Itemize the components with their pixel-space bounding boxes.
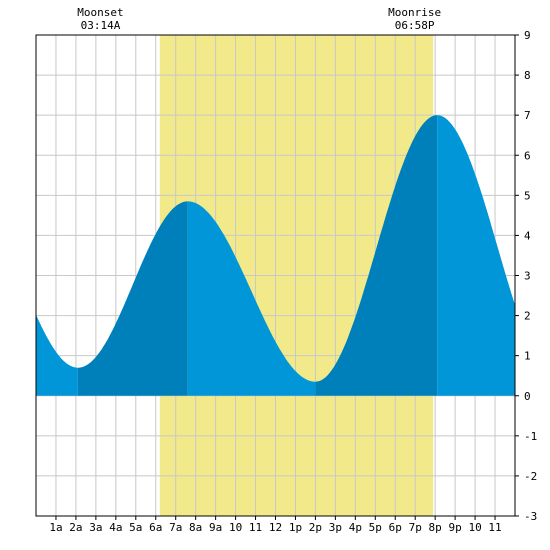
x-tick-label: 3p xyxy=(329,521,342,534)
x-tick-label: 6a xyxy=(149,521,162,534)
moonset-time: 03:14A xyxy=(81,19,121,32)
y-tick-label: -1 xyxy=(524,430,537,443)
y-tick-label: -2 xyxy=(524,470,537,483)
moonrise-label: Moonrise xyxy=(388,6,441,19)
falling-tide-segment xyxy=(437,115,515,396)
falling-tide-segment xyxy=(187,201,316,396)
x-tick-label: 4p xyxy=(349,521,362,534)
falling-tide-segment xyxy=(36,314,78,396)
y-tick-label: 3 xyxy=(524,270,531,283)
y-tick-label: 1 xyxy=(524,350,531,363)
y-tick-label: 7 xyxy=(524,109,531,122)
x-tick-label: 3a xyxy=(89,521,102,534)
x-tick-label: 10 xyxy=(229,521,242,534)
x-tick-label: 4a xyxy=(109,521,122,534)
y-tick-label: 9 xyxy=(524,29,531,42)
x-tick-label: 7a xyxy=(169,521,182,534)
x-tick-label: 2p xyxy=(309,521,322,534)
y-tick-label: 0 xyxy=(524,390,531,403)
x-tick-label: 9a xyxy=(209,521,222,534)
rising-tide-segment xyxy=(77,201,188,396)
y-axis: -3 -2 -1 0 1 2 3 4 5 6 7 8 9 xyxy=(515,29,537,523)
moonset-label: Moonset xyxy=(77,6,123,19)
moonrise-time: 06:58P xyxy=(395,19,435,32)
x-tick-label: 11 xyxy=(249,521,262,534)
x-tick-label: 7p xyxy=(409,521,422,534)
rising-tide-segment xyxy=(315,115,438,396)
x-tick-label: 6p xyxy=(389,521,402,534)
x-tick-label: 8p xyxy=(429,521,442,534)
tide-area xyxy=(36,115,515,396)
y-tick-label: -3 xyxy=(524,510,537,523)
y-tick-label: 6 xyxy=(524,149,531,162)
x-tick-label: 9p xyxy=(449,521,462,534)
x-tick-label: 8a xyxy=(189,521,202,534)
y-tick-label: 5 xyxy=(524,189,531,202)
x-tick-label: 11 xyxy=(488,521,501,534)
x-axis: 1a 2a 3a 4a 5a 6a 7a 8a 9a 10 11 12 1p 2p 3p 4p 5p 6p 7p 8p… xyxy=(49,516,502,534)
x-tick-label: 1p xyxy=(289,521,302,534)
x-tick-label: 5p xyxy=(369,521,382,534)
y-tick-label: 2 xyxy=(524,310,531,323)
x-tick-label: 1a xyxy=(49,521,62,534)
x-tick-label: 10 xyxy=(468,521,481,534)
x-tick-label: 2a xyxy=(69,521,82,534)
x-tick-label: 12 xyxy=(269,521,282,534)
y-tick-label: 4 xyxy=(524,229,531,242)
y-tick-label: 8 xyxy=(524,69,531,82)
x-tick-label: 5a xyxy=(129,521,142,534)
